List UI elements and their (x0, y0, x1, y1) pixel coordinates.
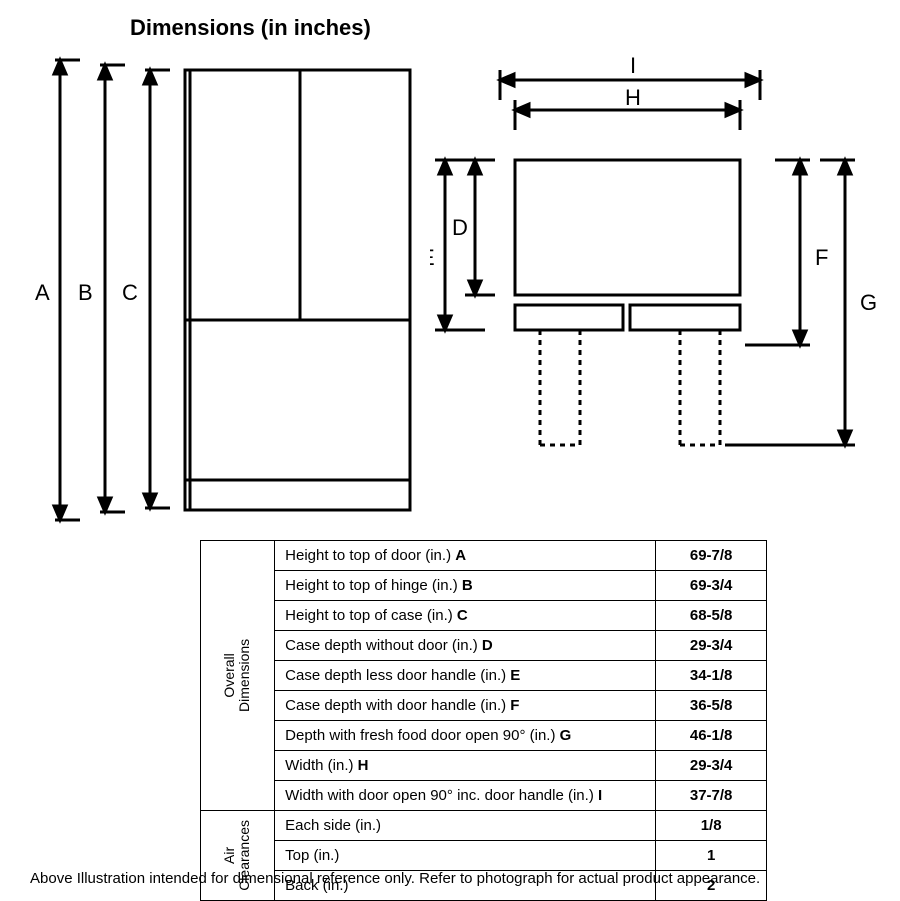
dimension-value: 1/8 (656, 811, 767, 841)
table-row: Case depth without door (in.) D29-3/4 (201, 631, 767, 661)
table-row: Depth with fresh food door open 90° (in.… (201, 721, 767, 751)
table-row: Case depth with door handle (in.) F36-5/… (201, 691, 767, 721)
table-row: Height to top of hinge (in.) B69-3/4 (201, 571, 767, 601)
label-H: H (625, 85, 641, 110)
table-row: Top (in.)1 (201, 841, 767, 871)
label-A: A (35, 280, 50, 305)
dimension-label: Depth with fresh food door open 90° (in.… (275, 721, 656, 751)
dimension-label: Top (in.) (275, 841, 656, 871)
table-row: Width (in.) H29-3/4 (201, 751, 767, 781)
dimension-label: Width with door open 90° inc. door handl… (275, 781, 656, 811)
dimension-label: Height to top of door (in.) A (275, 541, 656, 571)
page-title: Dimensions (in inches) (130, 15, 371, 41)
footnote: Above Illustration intended for dimensio… (30, 870, 870, 887)
top-view-diagram: I H D E F G (430, 50, 890, 480)
dimension-label: Each side (in.) (275, 811, 656, 841)
dimension-value: 69-7/8 (656, 541, 767, 571)
dimension-value: 34-1/8 (656, 661, 767, 691)
label-E: E (430, 245, 435, 270)
row-group-air: AirClearances (201, 811, 275, 901)
label-B: B (78, 280, 93, 305)
dimension-label: Case depth with door handle (in.) F (275, 691, 656, 721)
label-C: C (122, 280, 138, 305)
front-view-diagram: A B C (10, 50, 430, 530)
table-row: Case depth less door handle (in.) E34-1/… (201, 661, 767, 691)
dimension-value: 29-3/4 (656, 631, 767, 661)
table-row: Width with door open 90° inc. door handl… (201, 781, 767, 811)
dimension-label: Width (in.) H (275, 751, 656, 781)
table-row: OverallDimensionsHeight to top of door (… (201, 541, 767, 571)
dimension-label: Case depth without door (in.) D (275, 631, 656, 661)
dimension-label: Height to top of hinge (in.) B (275, 571, 656, 601)
dimension-value: 37-7/8 (656, 781, 767, 811)
table-row: Height to top of case (in.) C68-5/8 (201, 601, 767, 631)
dimension-value: 46-1/8 (656, 721, 767, 751)
dimension-value: 1 (656, 841, 767, 871)
table-row: AirClearancesEach side (in.)1/8 (201, 811, 767, 841)
dimension-value: 29-3/4 (656, 751, 767, 781)
label-D: D (452, 215, 468, 240)
dimension-value: 69-3/4 (656, 571, 767, 601)
row-group-overall: OverallDimensions (201, 541, 275, 811)
label-G: G (860, 290, 877, 315)
label-F: F (815, 245, 828, 270)
page: { "title": "Dimensions (in inches)", "la… (0, 0, 900, 900)
dimension-value: 68-5/8 (656, 601, 767, 631)
dimension-label: Height to top of case (in.) C (275, 601, 656, 631)
dimension-label: Case depth less door handle (in.) E (275, 661, 656, 691)
dimension-value: 36-5/8 (656, 691, 767, 721)
dimensions-table: OverallDimensionsHeight to top of door (… (200, 540, 767, 901)
label-I: I (630, 53, 636, 78)
